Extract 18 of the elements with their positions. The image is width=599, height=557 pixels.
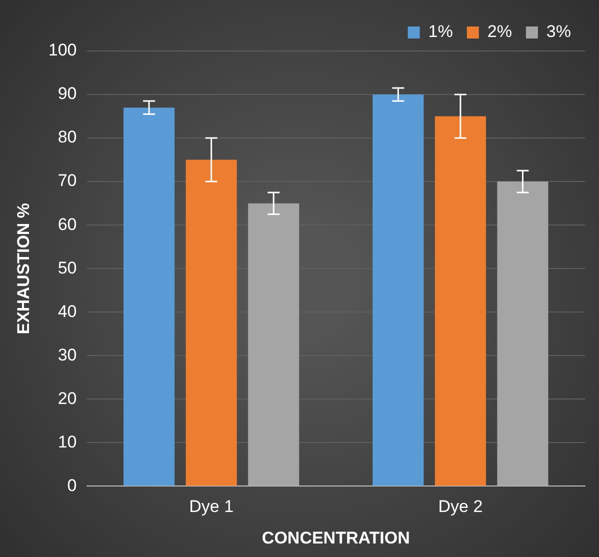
y-tick-label: 20	[58, 388, 77, 408]
x-axis-title: CONCENTRATION	[262, 528, 410, 548]
y-tick-label: 50	[58, 258, 77, 278]
y-tick-label: 60	[58, 214, 77, 234]
y-tick-label: 70	[58, 171, 77, 190]
y-tick-label: 100	[48, 40, 77, 60]
y-axis-title: EXHAUSTION %	[14, 202, 33, 334]
legend-label: 2%	[487, 22, 512, 42]
y-tick-label: 40	[58, 302, 77, 321]
legend-label: 1%	[428, 22, 453, 42]
y-tick-label: 0	[67, 476, 77, 495]
y-tick-label: 10	[58, 432, 77, 452]
x-tick-label: Dye 1	[189, 497, 234, 516]
legend-label: 3%	[546, 22, 572, 42]
y-tick-label: 80	[58, 128, 77, 147]
y-tick-label: 30	[58, 345, 77, 364]
x-tick-label: Dye 2	[438, 497, 483, 516]
y-tick-label: 90	[58, 84, 77, 104]
